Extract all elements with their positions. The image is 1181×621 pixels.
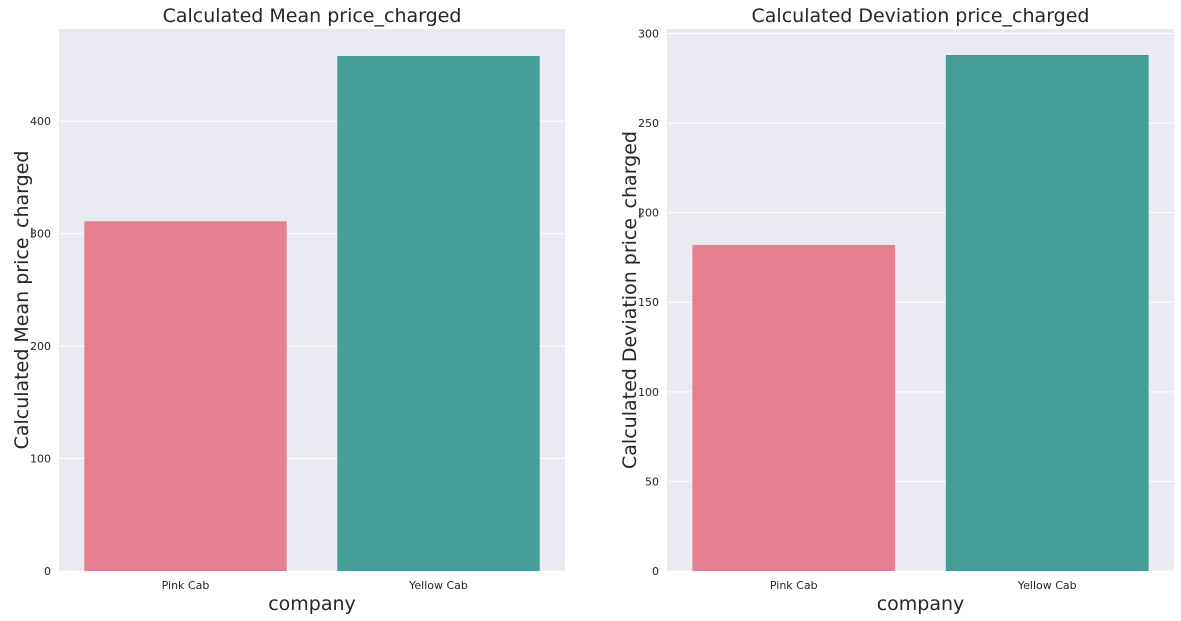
y-axis-label: Calculated Deviation price_charged [619,131,641,469]
bars [84,55,540,572]
x-axis-label: company [877,593,965,615]
x-axis-label: company [268,593,356,615]
y-tick-label: 50 [645,475,659,488]
y-tick-label: 200 [638,207,659,220]
y-tick-label: 400 [30,115,51,128]
y-tick-label: 300 [638,27,659,40]
x-tick-labels: Pink Cab Yellow Cab [162,579,468,592]
y-tick-label: 250 [638,117,659,130]
x-tick-label: Yellow Cab [408,579,468,592]
y-axis-label: Calculated Mean price_charged [11,151,33,450]
chart-title: Calculated Mean price_charged [163,5,462,27]
mean-chart: 0 100 200 300 400 Pink Cab Yellow Cab Calcula… [11,5,565,615]
bar-yellow-cab [337,55,540,572]
bar-yellow-cab [945,54,1149,571]
bars [692,54,1149,572]
y-tick-label: 0 [44,565,51,578]
x-tick-label: Yellow Cab [1017,579,1077,592]
bar-pink-cab [84,221,287,571]
y-tick-label: 0 [652,565,659,578]
y-tick-label: 200 [30,340,51,353]
y-tick-labels: 0 100 200 300 400 [30,115,51,578]
x-tick-labels: Pink Cab Yellow Cab [770,579,1077,592]
y-tick-labels: 0 50 100 150 200 250 300 [638,27,659,578]
y-tick-label: 100 [30,453,51,466]
deviation-chart: 0 50 100 150 200 250 300 Pink Cab Yellow Cab Ca… [619,5,1174,615]
x-tick-label: Pink Cab [770,579,818,592]
y-tick-label: 100 [638,386,659,399]
bar-pink-cab [692,244,896,572]
y-tick-label: 300 [30,228,51,241]
x-tick-label: Pink Cab [162,579,210,592]
y-tick-label: 150 [638,296,659,309]
chart-title: Calculated Deviation price_charged [752,5,1090,27]
